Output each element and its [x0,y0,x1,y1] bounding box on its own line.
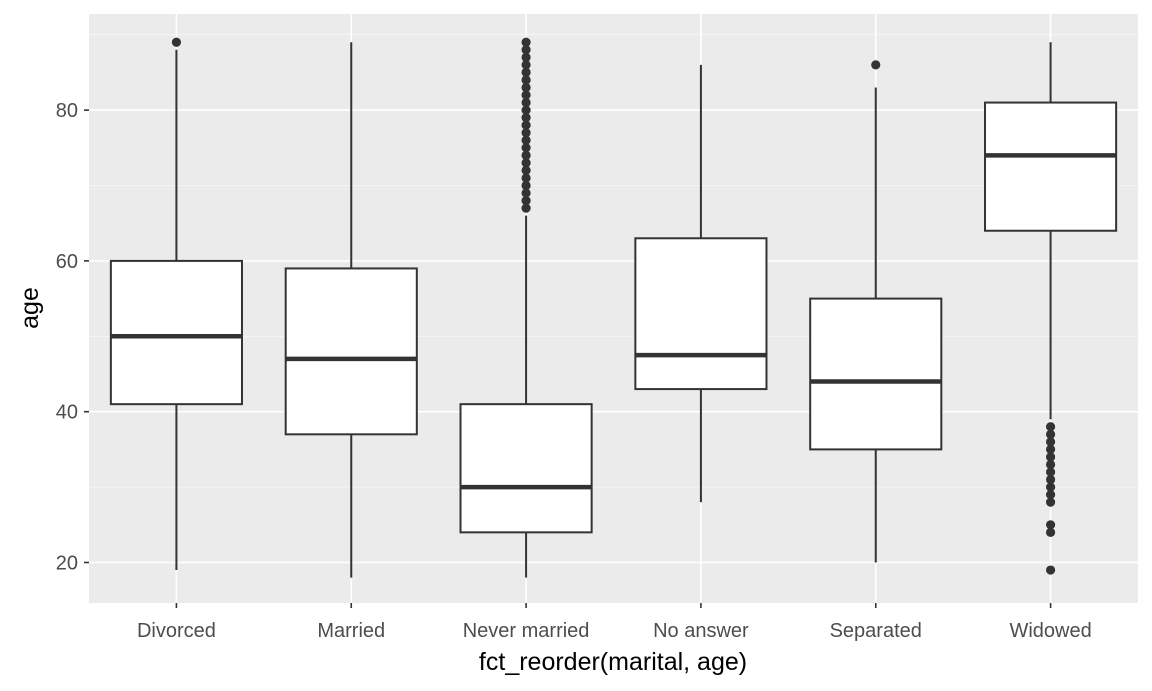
outlier-point [1045,520,1056,530]
outlier-point [521,97,531,108]
outlier-point [521,105,531,115]
outlier-point [171,37,182,47]
outlier-point [871,60,881,70]
outlier-point [521,52,531,62]
y-tick-label: 40 [56,402,78,424]
y-axis-title: age [16,287,44,329]
plot-panel [89,14,1138,603]
outlier-point [521,45,531,55]
x-axis: Divorced Married Never married No answer Sep… [137,603,1092,642]
x-tick-label: Never married [463,620,590,642]
outlier-point [521,135,531,145]
outlier-point [521,173,531,183]
outlier-point [521,90,531,100]
x-tick-label: Married [317,620,385,642]
outlier-point [521,158,531,168]
outlier-point [1045,452,1056,462]
outlier-point [1045,429,1056,439]
outlier-point [521,128,531,138]
box-married [284,42,418,578]
box-body [284,267,418,436]
box-separated [809,60,943,563]
outlier-point [1045,497,1056,507]
outlier-point [521,75,531,85]
y-tick-label: 60 [56,251,78,273]
box-body [634,237,768,391]
outlier-point [521,188,531,198]
x-tick-label: Separated [830,620,922,642]
outlier-point [1045,482,1056,492]
x-tick-label: No answer [653,620,749,642]
outlier-point [1045,467,1056,477]
outlier-point [521,67,531,77]
box-body [809,297,943,451]
box-body [984,101,1118,232]
outlier-point [1045,459,1056,470]
outlier-point [1045,437,1056,447]
box-widowed [984,42,1118,575]
outlier-point [1045,422,1056,432]
box-divorced [109,37,243,571]
x-tick-label: Widowed [1009,620,1091,642]
outlier-point [521,113,531,123]
outlier-point [1045,490,1056,500]
box-layer [109,37,1118,578]
x-tick-label: Divorced [137,620,216,642]
outlier-point [521,143,531,153]
outlier-point [521,150,531,160]
outlier-point [521,165,531,176]
box-never-married [459,37,593,578]
outlier-point [521,60,531,70]
x-axis-title: fct_reorder(marital, age) [479,648,747,676]
outlier-point [1045,444,1056,454]
outlier-point [521,82,531,93]
outlier-point [1045,527,1056,537]
y-tick-label: 80 [56,100,78,122]
y-axis: 20 40 60 80 [56,100,89,575]
outlier-point [521,180,531,191]
box-body [109,259,243,406]
outlier-point [1045,565,1056,575]
outlier-point [521,203,531,213]
box-no-answer [634,64,768,503]
outlier-point [521,120,531,130]
minor-gridlines [89,34,1138,488]
outlier-point [1045,474,1056,485]
outlier-point [521,37,531,47]
y-tick-label: 20 [56,553,78,575]
box-body [459,403,593,534]
outlier-point [521,195,531,206]
